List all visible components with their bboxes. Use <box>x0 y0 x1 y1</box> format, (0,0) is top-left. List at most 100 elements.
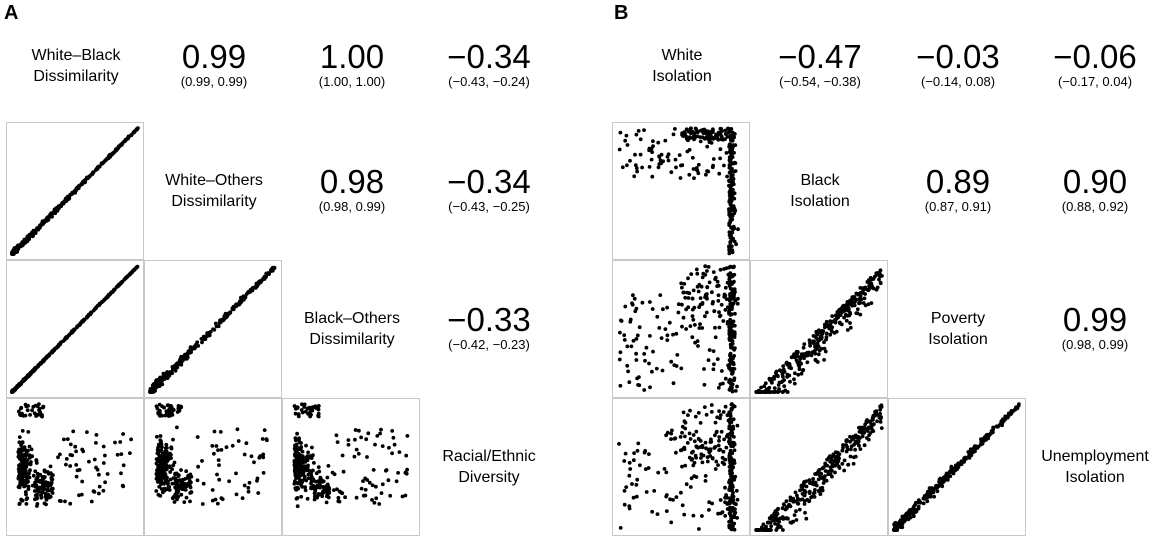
scatter-point <box>729 368 733 373</box>
scatter-point <box>57 342 62 346</box>
scatter-point <box>731 187 735 192</box>
scatter-point <box>664 470 669 475</box>
scatter-point <box>235 427 240 432</box>
scatter-point <box>50 491 55 495</box>
scatter-point <box>388 493 393 498</box>
correlation-cell: −0.47 (−0.54, −0.38) <box>750 40 890 90</box>
scatter-point <box>866 437 871 442</box>
scatter-point <box>803 510 807 515</box>
scatter-svg <box>148 265 277 394</box>
scatter-point <box>195 340 200 345</box>
scatter-plot <box>282 398 420 536</box>
scatter-point <box>973 446 978 450</box>
scatter-point <box>627 460 632 465</box>
scatter-point <box>858 312 863 317</box>
scatter-point <box>925 499 930 504</box>
scatter-point <box>727 523 732 528</box>
scatter-point <box>878 268 883 273</box>
scatter-point <box>877 271 882 276</box>
scatter-point <box>700 326 705 330</box>
scatter-point <box>236 439 241 443</box>
scatter-point <box>135 127 139 132</box>
scatter-point <box>690 155 695 160</box>
scatter-point <box>148 387 153 391</box>
scatter-svg <box>617 264 740 394</box>
scatter-point <box>44 217 49 222</box>
scatter-point <box>293 411 298 416</box>
scatter-point <box>664 433 668 438</box>
scatter-point <box>195 343 200 348</box>
scatter-point <box>623 451 628 456</box>
scatter-point <box>247 480 252 485</box>
scatter-point <box>730 287 734 292</box>
scatter-point <box>326 495 331 500</box>
scatter-point <box>304 443 308 448</box>
scatter-point <box>17 483 22 488</box>
confidence-interval: (0.98, 0.99) <box>1061 337 1129 352</box>
scatter-point <box>637 325 642 330</box>
scatter-point <box>24 497 29 502</box>
scatter-point <box>948 474 953 479</box>
scatter-point <box>810 494 814 499</box>
scatter-point <box>184 495 189 500</box>
scatter-point <box>159 375 164 380</box>
scatter-point <box>702 136 707 141</box>
scatter-point <box>772 390 776 394</box>
scatter-point <box>689 476 694 481</box>
scatter-point <box>728 505 732 510</box>
scatter-point <box>212 429 217 434</box>
scatter-point <box>692 176 696 180</box>
scatter-point <box>729 291 734 296</box>
scatter-point <box>651 144 655 148</box>
scatter-point <box>652 489 657 493</box>
scatter-point <box>717 314 722 319</box>
scatter-point <box>813 357 818 362</box>
scatter-point <box>723 293 728 298</box>
scatter-point <box>711 349 716 353</box>
scatter-point <box>780 506 785 511</box>
confidence-interval: (0.98, 0.99) <box>318 199 386 214</box>
scatter-point <box>730 230 735 235</box>
scatter-point <box>644 345 649 350</box>
scatter-point <box>224 315 228 320</box>
scatter-point <box>635 448 640 453</box>
scatter-point <box>678 448 683 453</box>
scatter-point <box>852 455 856 460</box>
variable-label-line1: Unemployment <box>1041 448 1149 465</box>
scatter-point <box>972 449 976 454</box>
scatter-point <box>664 493 669 497</box>
scatter-point <box>706 447 711 452</box>
scatter-point <box>161 472 166 477</box>
scatter-point <box>913 502 918 506</box>
scatter-point <box>234 304 238 309</box>
scatter-point <box>169 445 174 450</box>
scatter-point <box>872 274 877 279</box>
scatter-point <box>824 478 829 483</box>
scatter-point <box>309 477 314 482</box>
scatter-point <box>796 372 801 377</box>
scatter-point <box>77 468 82 472</box>
scatter-point <box>635 333 640 338</box>
scatter-point <box>799 371 804 376</box>
scatter-point <box>67 332 72 337</box>
scatter-point <box>630 482 634 486</box>
scatter-point <box>689 126 693 131</box>
scatter-point <box>713 433 717 438</box>
scatter-point <box>728 201 733 206</box>
scatter-point <box>735 384 739 389</box>
scatter-point <box>801 368 806 372</box>
scatter-point <box>372 500 377 505</box>
scatter-point <box>728 377 732 382</box>
scatter-point <box>819 346 824 351</box>
scatter-point <box>713 420 718 425</box>
scatter-point <box>716 443 721 448</box>
scatter-point <box>617 442 621 446</box>
scatter-point <box>850 295 855 300</box>
scatter-point <box>695 284 700 289</box>
scatter-point <box>317 469 322 474</box>
scatter-point <box>715 284 719 288</box>
scatter-point <box>682 282 687 286</box>
scatter-point <box>657 326 662 330</box>
scatter-point <box>23 402 28 407</box>
scatter-point <box>175 425 179 430</box>
